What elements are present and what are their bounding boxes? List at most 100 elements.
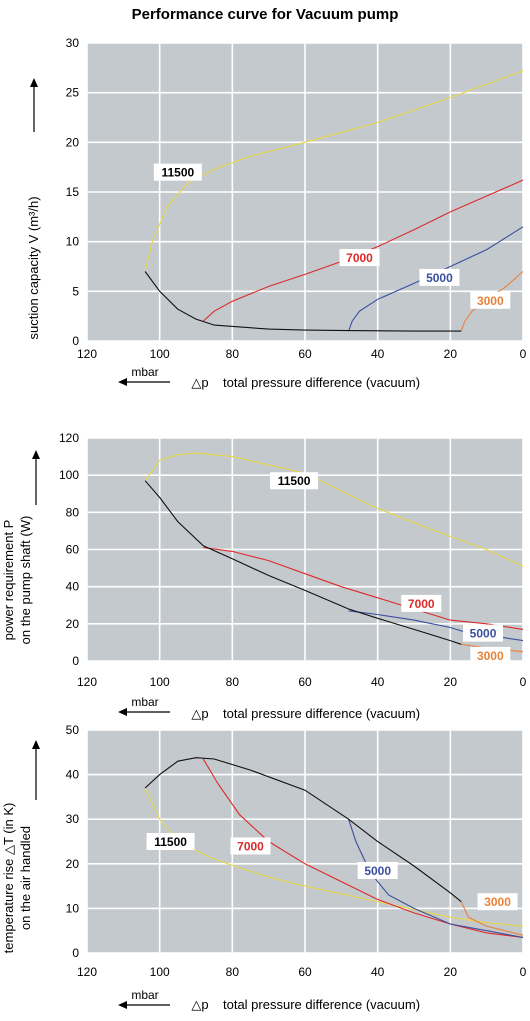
series-label-box xyxy=(463,624,504,642)
y-tick-label: 10 xyxy=(66,235,80,249)
series-label-box xyxy=(401,594,442,612)
y-tick-label: 60 xyxy=(66,543,80,557)
y-axis-arrowhead xyxy=(30,78,38,87)
x-axis-delta-symbol: △p xyxy=(191,997,208,1012)
y-tick-label: 100 xyxy=(59,468,79,482)
series-label-text: 5000 xyxy=(426,271,453,285)
series-line-envelope xyxy=(144,271,462,332)
y-tick-label: 0 xyxy=(72,334,79,348)
series-line-5000 xyxy=(348,819,524,938)
series-label-5000: 5000 xyxy=(419,268,460,286)
x-axis-label: total pressure difference (vacuum) xyxy=(223,997,420,1012)
x-tick-label: 80 xyxy=(226,675,240,689)
x-tick-label: 80 xyxy=(226,965,240,979)
series-label-text: 3000 xyxy=(477,649,504,663)
series-label-7000: 7000 xyxy=(230,837,271,855)
x-tick-label: 40 xyxy=(371,965,385,979)
x-tick-label: 0 xyxy=(520,965,527,979)
x-axis-label: total pressure difference (vacuum) xyxy=(223,375,420,390)
series-label-box xyxy=(339,249,380,267)
series-line-11500 xyxy=(144,452,524,567)
x-tick-label: 100 xyxy=(150,347,170,361)
y-tick-label: 50 xyxy=(66,723,80,737)
series-label-11500: 11500 xyxy=(270,472,319,490)
series-label-box xyxy=(146,833,195,850)
y-tick-label: 30 xyxy=(66,812,80,826)
x-axis-arrowhead xyxy=(118,378,127,386)
y-tick-label: 40 xyxy=(66,768,80,782)
series-label-box xyxy=(357,861,398,879)
y-tick-label: 25 xyxy=(66,86,80,100)
series-label-text: 7000 xyxy=(237,839,264,853)
series-label-11500: 11500 xyxy=(146,833,195,850)
x-tick-label: 60 xyxy=(298,675,312,689)
y-tick-label: 80 xyxy=(66,505,80,519)
y-axis-label-line2: on the pump shaft (W) xyxy=(18,516,33,645)
grid xyxy=(86,437,524,662)
series-label-text: 3000 xyxy=(484,895,511,909)
series-label-text: 5000 xyxy=(364,864,391,878)
series-label-text: 5000 xyxy=(470,627,497,641)
y-axis-label: power requirement P xyxy=(1,520,16,641)
x-tick-label: 100 xyxy=(150,965,170,979)
y-tick-label: 15 xyxy=(66,185,80,199)
x-axis-unit: mbar xyxy=(131,365,158,379)
series-label-box xyxy=(470,646,511,664)
x-axis-arrowhead xyxy=(118,708,127,716)
y-tick-label: 30 xyxy=(66,36,80,50)
y-axis-label-group: temperature rise △T (in K) on the air han… xyxy=(1,740,40,953)
chart-panel-1: 120 100 80 60 40 20 0 0 5 10 15 20 25 30 11500 7000 5000… xyxy=(26,36,527,390)
series-label-box xyxy=(470,291,511,309)
series-label-5000: 5000 xyxy=(357,861,398,879)
y-tick-label: 0 xyxy=(72,654,79,668)
series-label-3000: 3000 xyxy=(477,893,518,911)
x-tick-label: 120 xyxy=(77,347,97,361)
chart-panel-3: 120 100 80 60 40 20 0 0 10 20 30 40 50 11500 7000 5000 3… xyxy=(1,723,527,1012)
y-tick-label: 5 xyxy=(72,284,79,298)
y-tick-label: 20 xyxy=(66,617,80,631)
x-tick-label: 100 xyxy=(150,675,170,689)
series-label-box xyxy=(230,837,271,855)
x-axis-label-group: mbar △p total pressure difference (vacuum) xyxy=(118,365,420,390)
x-axis-label-group: mbar △p total pressure difference (vacuum) xyxy=(118,695,420,721)
series-line-envelope xyxy=(144,757,462,903)
x-axis-label-group: mbar △p total pressure difference (vacuum) xyxy=(118,988,420,1012)
series-label-box xyxy=(419,268,460,286)
y-axis-arrowhead xyxy=(32,450,40,459)
x-tick-label: 120 xyxy=(77,965,97,979)
series-line-7000 xyxy=(202,758,524,938)
x-axis-unit: mbar xyxy=(131,988,158,1002)
x-tick-label: 40 xyxy=(371,675,385,689)
series-line-11500 xyxy=(144,70,524,272)
series-label-text: 11500 xyxy=(161,166,194,180)
series-label-text: 3000 xyxy=(477,294,504,308)
y-tick-label: 20 xyxy=(66,857,80,871)
series-line-3000 xyxy=(460,901,524,936)
y-axis-label: suction capacity V (m³/h) xyxy=(26,196,41,339)
series-label-box xyxy=(477,893,518,911)
series-label-box xyxy=(153,163,202,181)
series-line-5000 xyxy=(348,226,524,332)
x-axis-label: total pressure difference (vacuum) xyxy=(223,706,420,721)
series-label-text: 11500 xyxy=(278,474,311,488)
chart-title: Performance curve for Vacuum pump xyxy=(131,6,399,23)
x-tick-label: 20 xyxy=(444,347,458,361)
series-line-11500 xyxy=(144,787,524,927)
series-label-3000: 3000 xyxy=(470,646,511,664)
series-label-3000: 3000 xyxy=(470,291,511,309)
series-label-5000: 5000 xyxy=(463,624,504,642)
x-tick-label: 120 xyxy=(77,675,97,689)
series-label-box xyxy=(270,472,319,490)
x-axis-arrowhead xyxy=(118,1001,127,1009)
x-tick-label: 40 xyxy=(371,347,385,361)
x-tick-label: 20 xyxy=(444,675,458,689)
series-label-7000: 7000 xyxy=(339,249,380,267)
x-axis-unit: mbar xyxy=(131,695,158,709)
y-axis-label: temperature rise △T (in K) xyxy=(1,803,16,954)
y-tick-label: 10 xyxy=(66,901,80,915)
series-label-text: 11500 xyxy=(154,835,187,849)
x-axis-delta-symbol: △p xyxy=(191,706,208,721)
y-axis-label-line2: on the air handled xyxy=(18,826,33,930)
